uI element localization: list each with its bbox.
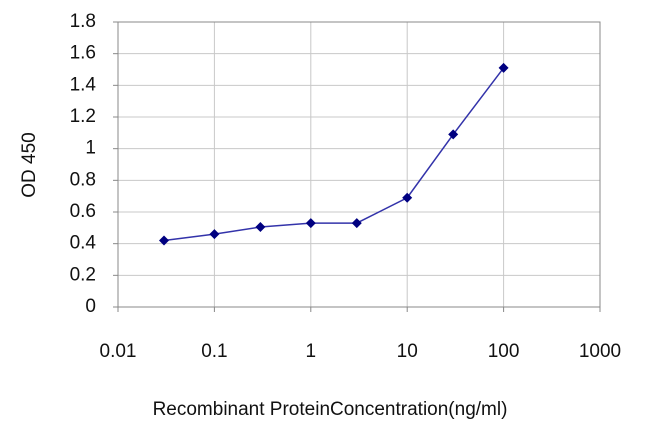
y-tick-label: 0.2 bbox=[70, 264, 96, 285]
x-tick-label: 0.1 bbox=[201, 341, 227, 362]
data-point bbox=[498, 62, 509, 73]
data-point bbox=[158, 235, 169, 246]
y-tick-label: 1 bbox=[85, 138, 96, 159]
x-tick-label: 1 bbox=[306, 341, 317, 362]
data-line bbox=[163, 67, 505, 242]
data-point bbox=[255, 222, 266, 233]
plot-area bbox=[117, 21, 601, 308]
x-axis-label: Recombinant ProteinConcentration(ng/ml) bbox=[153, 399, 508, 420]
y-tick-label: 1.4 bbox=[70, 74, 97, 95]
y-axis-label: OD 450 bbox=[19, 132, 40, 197]
plot-border bbox=[117, 21, 601, 308]
y-tick-label: 1.8 bbox=[70, 11, 96, 32]
data-point bbox=[402, 192, 413, 203]
y-tick-label: 0 bbox=[85, 296, 96, 317]
y-tick-label: 0.8 bbox=[70, 169, 96, 190]
data-point bbox=[448, 129, 459, 140]
x-tick-label: 0.01 bbox=[100, 341, 137, 362]
y-tick-label: 0.4 bbox=[70, 233, 97, 254]
y-tick-label: 1.6 bbox=[70, 43, 96, 64]
data-point bbox=[209, 229, 220, 240]
y-tick-label: 0.6 bbox=[70, 201, 96, 222]
data-point bbox=[305, 218, 316, 229]
data-point bbox=[351, 218, 362, 229]
x-tick-label: 10 bbox=[397, 341, 418, 362]
x-tick-label: 1000 bbox=[579, 341, 621, 362]
x-tick-label: 100 bbox=[488, 341, 520, 362]
y-tick-label: 1.2 bbox=[70, 106, 96, 127]
